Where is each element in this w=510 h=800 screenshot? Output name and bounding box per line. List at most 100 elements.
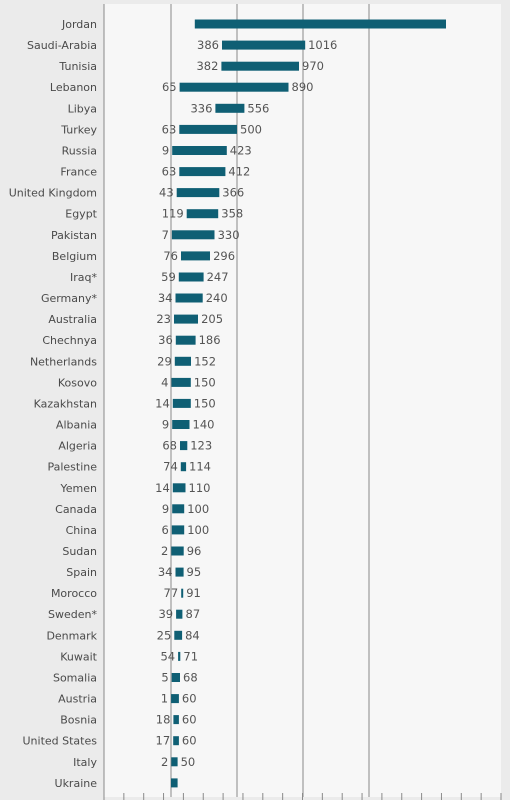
low-value-label: 5 bbox=[161, 670, 168, 684]
category-label: Albania bbox=[56, 419, 97, 432]
bar bbox=[174, 314, 198, 324]
low-value-label: 2 bbox=[161, 755, 168, 769]
category-labels: Jordan Saudi-Arabia Tunisia Lebanon Libya Tur… bbox=[9, 18, 98, 790]
bar bbox=[171, 230, 215, 240]
category-label: Morocco bbox=[51, 587, 97, 600]
high-value-label: 205 bbox=[201, 312, 223, 326]
bar bbox=[172, 483, 186, 493]
category-label: United Kingdom bbox=[9, 187, 97, 200]
category-label: Russia bbox=[62, 144, 97, 157]
category-label: United States bbox=[23, 735, 98, 748]
bar bbox=[175, 567, 184, 577]
bar bbox=[186, 209, 219, 219]
bar bbox=[176, 188, 220, 198]
high-value-label: 412 bbox=[228, 165, 250, 179]
bar bbox=[174, 630, 183, 640]
category-label: Sweden* bbox=[48, 608, 97, 621]
category-label: Yemen bbox=[60, 482, 98, 495]
bars bbox=[171, 19, 446, 788]
low-value-label: 77 bbox=[164, 586, 179, 600]
category-label: Kazakhstan bbox=[34, 397, 97, 410]
category-label: Somalia bbox=[53, 671, 97, 684]
high-value-label: 96 bbox=[187, 544, 202, 558]
category-label: Italy bbox=[73, 756, 97, 769]
low-value-label: 25 bbox=[157, 628, 172, 642]
bar bbox=[194, 19, 446, 29]
high-value-label: 100 bbox=[187, 502, 209, 516]
high-value-label: 68 bbox=[183, 670, 198, 684]
high-value-label: 296 bbox=[213, 249, 235, 263]
low-value-label: 39 bbox=[158, 607, 173, 621]
category-label: Australia bbox=[48, 313, 97, 326]
high-value-label: 114 bbox=[189, 460, 211, 474]
category-label: Pakistan bbox=[51, 229, 97, 242]
bar bbox=[181, 588, 184, 598]
low-value-label: 54 bbox=[160, 649, 175, 663]
bar bbox=[180, 462, 187, 472]
category-label: Jordan bbox=[61, 18, 97, 31]
low-value-label: 59 bbox=[161, 270, 176, 284]
low-value-label: 43 bbox=[159, 186, 174, 200]
high-value-label: 71 bbox=[183, 649, 198, 663]
category-label: Egypt bbox=[65, 208, 97, 221]
bar bbox=[181, 251, 210, 261]
category-label: Algeria bbox=[58, 440, 97, 453]
bar bbox=[175, 335, 196, 345]
low-value-label: 36 bbox=[158, 333, 173, 347]
bar bbox=[172, 146, 227, 155]
bar bbox=[178, 651, 181, 661]
high-value-label: 60 bbox=[182, 734, 197, 748]
bar bbox=[171, 673, 180, 682]
low-value-label: 17 bbox=[156, 734, 171, 748]
bar bbox=[171, 757, 178, 767]
low-value-label: 29 bbox=[157, 354, 172, 368]
bar bbox=[171, 778, 178, 788]
bar bbox=[215, 103, 245, 113]
low-value-label: 6 bbox=[161, 523, 168, 537]
bar bbox=[221, 61, 299, 71]
bar bbox=[222, 40, 306, 50]
low-value-label: 18 bbox=[156, 713, 171, 727]
high-value-label: 150 bbox=[194, 396, 216, 410]
low-value-label: 63 bbox=[162, 122, 177, 136]
high-value-label: 247 bbox=[207, 270, 229, 284]
low-value-label: 336 bbox=[190, 101, 212, 115]
low-value-label: 9 bbox=[162, 143, 169, 157]
low-value-label: 76 bbox=[163, 249, 178, 263]
category-label: Libya bbox=[68, 102, 97, 115]
category-label: Ukraine bbox=[55, 777, 98, 790]
high-value-label: 1016 bbox=[308, 38, 337, 52]
bar bbox=[180, 441, 188, 451]
bar bbox=[176, 609, 183, 619]
category-label: China bbox=[66, 524, 97, 537]
category-label: Denmark bbox=[46, 629, 97, 642]
high-value-label: 100 bbox=[187, 523, 209, 537]
category-label: Canada bbox=[55, 503, 97, 516]
bar bbox=[179, 124, 237, 134]
high-value-label: 50 bbox=[181, 755, 196, 769]
category-label: Kuwait bbox=[60, 650, 97, 663]
category-label: Belgium bbox=[52, 250, 97, 263]
category-label: Bosnia bbox=[60, 714, 97, 727]
bar bbox=[179, 167, 226, 177]
category-label: Chechnya bbox=[42, 334, 97, 347]
high-value-label: 186 bbox=[199, 333, 221, 347]
low-value-label: 65 bbox=[162, 80, 177, 94]
category-label: Sudan bbox=[62, 545, 97, 558]
bar bbox=[171, 525, 185, 535]
bar bbox=[171, 546, 184, 556]
high-value-label: 152 bbox=[194, 354, 216, 368]
low-value-label: 9 bbox=[162, 502, 169, 516]
high-value-label: 423 bbox=[230, 143, 252, 157]
category-label: Lebanon bbox=[50, 81, 97, 94]
category-label: Netherlands bbox=[30, 355, 97, 368]
low-value-label: 7 bbox=[162, 228, 169, 242]
bar bbox=[173, 736, 179, 746]
high-value-label: 140 bbox=[193, 418, 215, 432]
low-value-label: 382 bbox=[196, 59, 218, 73]
category-label: Spain bbox=[66, 566, 97, 579]
bar bbox=[172, 398, 191, 408]
category-label: Saudi-Arabia bbox=[27, 39, 97, 52]
low-value-label: 74 bbox=[163, 460, 178, 474]
